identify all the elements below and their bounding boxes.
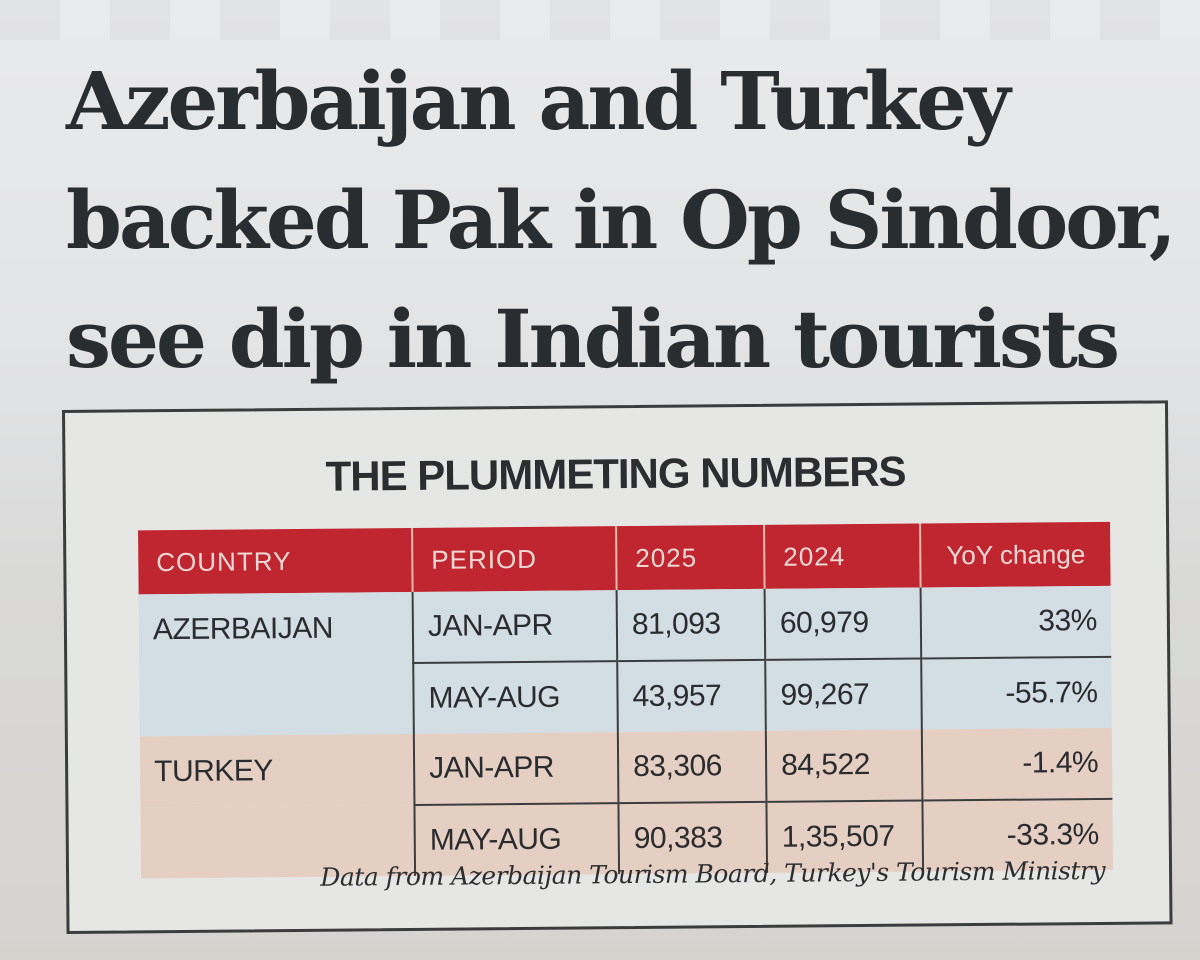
tourist-numbers-table: COUNTRY PERIOD 2025 2024 YoY change AZER… (138, 521, 1114, 879)
column-header-2024: 2024 (764, 523, 921, 589)
period-cell: JAN-APR (413, 732, 619, 805)
value-2025-cell: 81,093 (616, 588, 766, 662)
infobox-title: THE PLUMMETING NUMBERS (325, 447, 906, 500)
column-header-country: COUNTRY (138, 527, 413, 595)
table-row: MAY-AUG 43,957 99,267 -55.7% (139, 656, 1112, 737)
country-cell: AZERBAIJAN (138, 591, 414, 666)
column-header-2025: 2025 (616, 524, 765, 591)
period-cell: MAY-AUG (413, 661, 618, 734)
headline-line-2: backed Pak in Op Sindoor, (66, 173, 1177, 267)
country-cell (139, 662, 414, 737)
column-header-period: PERIOD (412, 526, 617, 592)
headline-line-3: see dip in Indian tourists (66, 292, 1120, 386)
value-2025-cell: 83,306 (617, 730, 767, 804)
country-cell: TURKEY (139, 733, 415, 808)
value-2025-cell: 43,957 (617, 659, 766, 733)
period-cell: JAN-APR (412, 590, 618, 663)
bleed-through-texture (0, 0, 1200, 40)
value-2024-cell: 99,267 (765, 658, 922, 731)
table-header-row: COUNTRY PERIOD 2025 2024 YoY change (138, 521, 1111, 595)
yoy-change-cell: -1.4% (921, 727, 1113, 801)
value-2024-cell: 84,522 (765, 729, 923, 802)
column-header-yoy-change: YoY change (920, 521, 1111, 588)
yoy-change-cell: 33% (920, 585, 1112, 659)
headline: Azerbaijan and Turkey backed Pak in Op S… (66, 42, 1177, 399)
table-row: AZERBAIJAN JAN-APR 81,093 60,979 33% (138, 585, 1112, 666)
table-row: TURKEY JAN-APR 83,306 84,522 -1.4% (139, 727, 1113, 808)
yoy-change-cell: -55.7% (921, 656, 1112, 730)
source-note: Data from Azerbaijan Tourism Board, Turk… (320, 855, 1106, 892)
value-2024-cell: 60,979 (764, 587, 922, 660)
infobox: THE PLUMMETING NUMBERS COUNTRY PERIOD 20… (62, 400, 1173, 934)
headline-line-1: Azerbaijan and Turkey (66, 54, 1011, 148)
